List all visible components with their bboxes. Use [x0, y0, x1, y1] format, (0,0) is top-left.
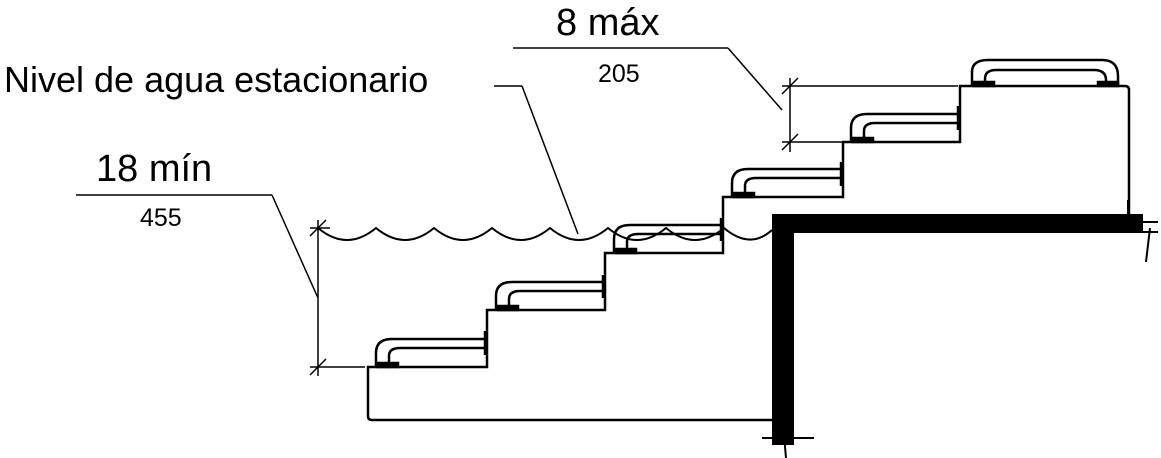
water-level-label: Nivel de agua estacionario: [4, 59, 429, 100]
max-riser-mm-label: 205: [598, 60, 640, 88]
pool-wall: [762, 200, 1158, 458]
min-depth-label: 18 mín: [96, 148, 213, 190]
max-riser-dimension: [513, 47, 958, 152]
water-level-leader: [494, 85, 579, 235]
water-surface: [317, 226, 773, 241]
stair-outline: [366, 84, 1131, 422]
max-riser-label: 8 máx: [556, 2, 660, 44]
min-depth-dimension: [76, 194, 365, 376]
tread-nosings: [374, 58, 1120, 369]
min-depth-mm-label: 455: [140, 204, 182, 232]
